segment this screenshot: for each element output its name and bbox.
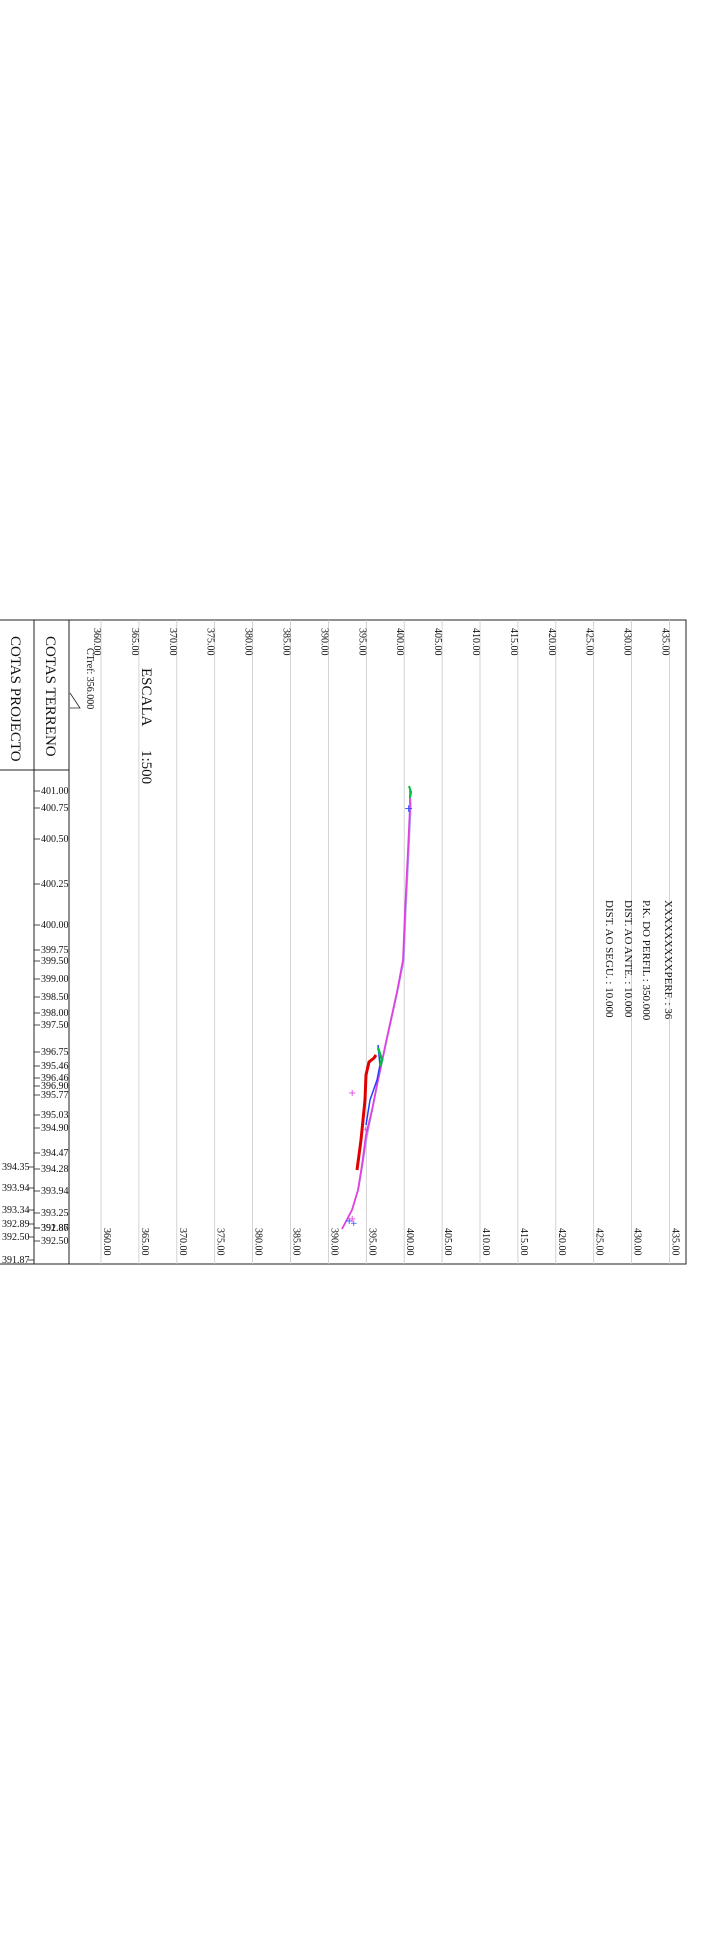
terrain-label: 393.94 [41,1186,69,1197]
grid-label-bottom: 435.00 [670,1228,681,1256]
marker-mid-blue: + [350,1219,358,1229]
terrain-label: 398.00 [41,1008,69,1019]
marker-mid-pink: + [348,1088,356,1099]
grid-label-bottom: 405.00 [442,1228,453,1256]
terrain-label: 395.46 [41,1061,69,1072]
terrain-label: 394.28 [41,1164,69,1175]
grid-label-top: 425.00 [584,628,595,656]
grid-labels-top: 360.00 365.00 370.00 375.00 380.00 385.00 390.… [91,628,671,656]
cotas-terreno-header: COTAS TERRENO [42,636,58,757]
terrain-label: 393.25 [41,1208,69,1219]
project-elevation-labels: 394.35 393.94 393.34 392.89 392.50 391.87 [2,1162,34,1266]
project-label: 393.34 [2,1205,30,1216]
grid-label-bottom: 430.00 [632,1228,643,1256]
terrain-label: 400.25 [41,879,69,890]
project-line [355,1054,378,1171]
marker-top-plus: + [404,802,413,815]
grid-label-top: 435.00 [660,628,671,656]
terrain-label: 400.50 [41,834,69,845]
terrain-label: 399.50 [41,956,69,967]
grid-label-top: 400.00 [394,628,405,656]
grid-label-bottom: 415.00 [518,1228,529,1256]
grid-label-top: 415.00 [508,628,519,656]
grid-label-bottom: 385.00 [291,1228,302,1256]
grid-label-top: 390.00 [318,628,329,656]
grid-label-top: 405.00 [432,628,443,656]
project-line-blue [365,1044,381,1126]
terrain-label: 396.75 [41,1047,69,1058]
grid-label-bottom: 420.00 [556,1228,567,1256]
grid-label-top: 430.00 [622,628,633,656]
terrain-label: 396.46 [41,1073,69,1084]
project-label: 392.50 [2,1232,30,1243]
grid-labels-bottom: 360.00 365.00 370.00 375.00 380.00 385.00 390.… [101,1228,681,1256]
dist-ante-label: DIST. AO ANTE. : 10.000 [622,900,634,1018]
terrain-label: 399.00 [41,974,69,985]
cref-triangle [69,692,81,709]
marker-low-pink: + [362,1125,370,1135]
grid-label-bottom: 390.00 [328,1228,339,1256]
grid-label-top: 395.00 [356,628,367,656]
terrain-label: 400.75 [41,803,69,814]
grid-label-bottom: 360.00 [101,1228,112,1256]
marker-green-top [408,785,413,799]
grid-lines [100,620,670,1264]
grid-label-bottom: 410.00 [480,1228,491,1256]
grid-label-top: 375.00 [205,628,216,656]
grid-label-bottom: 365.00 [139,1228,150,1256]
terrain-label: 391.87 [41,1223,69,1234]
grid-label-top: 420.00 [546,628,557,656]
terrain-label: 396.90 [41,1081,69,1092]
terrain-label: 400.00 [41,920,69,931]
terrain-label: 399.75 [41,945,69,956]
terrain-elevation-labels: 401.00400.75400.50400.25400.00399.75399.… [34,786,69,1247]
grid-label-top: 370.00 [167,628,178,656]
terrain-line [341,790,411,1230]
profile-frame [68,619,687,1265]
marker-green-mid [376,1047,384,1067]
dist-segu-label: DIST. AO SEGU. : 10.000 [603,900,615,1018]
terrain-label: 392.86 [41,1223,69,1234]
terrain-label: 392.50 [41,1236,69,1247]
grid-label-bottom: 400.00 [404,1228,415,1256]
grid-label-bottom: 370.00 [177,1228,188,1256]
perfil-label: XXXXXXXXXPERF. : 36 [662,900,674,1020]
marker-bottom-plus: + [345,1216,353,1227]
grid-label-top: 365.00 [129,628,140,656]
terrain-label: 398.50 [41,992,69,1003]
terrain-label: 394.47 [41,1148,69,1159]
terrain-label: 395.03 [41,1110,69,1121]
grid-label-bottom: 395.00 [366,1228,377,1256]
project-label: 394.35 [2,1162,30,1173]
grid-label-bottom: 425.00 [594,1228,605,1256]
grid-label-top: 410.00 [470,628,481,656]
grid-label-top: 380.00 [243,628,254,656]
cref-label: CTref: 356.000 [84,648,95,709]
escala-label: ESCALA [138,668,154,727]
project-label: 391.87 [2,1255,30,1266]
grid-label-top: 385.00 [281,628,292,656]
cotas-projecto-header: COTAS PROJECTO [7,636,23,762]
marker-bottom-pink: + [348,1214,356,1225]
profile-curves: + + + + + + [341,785,413,1230]
project-label: 393.94 [2,1183,30,1194]
project-label: 392.89 [2,1219,30,1230]
terrain-label: 394.90 [41,1123,69,1134]
escala-value: 1:500 [138,750,154,784]
terrain-line-secondary [341,789,412,1230]
terrain-label: 401.00 [41,786,69,797]
terrain-label: 395.77 [41,1090,69,1101]
pk-label: P.K. DO PERFIL : 350.000 [640,900,652,1021]
grid-label-bottom: 375.00 [215,1228,226,1256]
grid-label-bottom: 380.00 [253,1228,264,1256]
grid-label-top: 360.00 [91,628,102,656]
terrain-label: 397.50 [41,1020,69,1031]
